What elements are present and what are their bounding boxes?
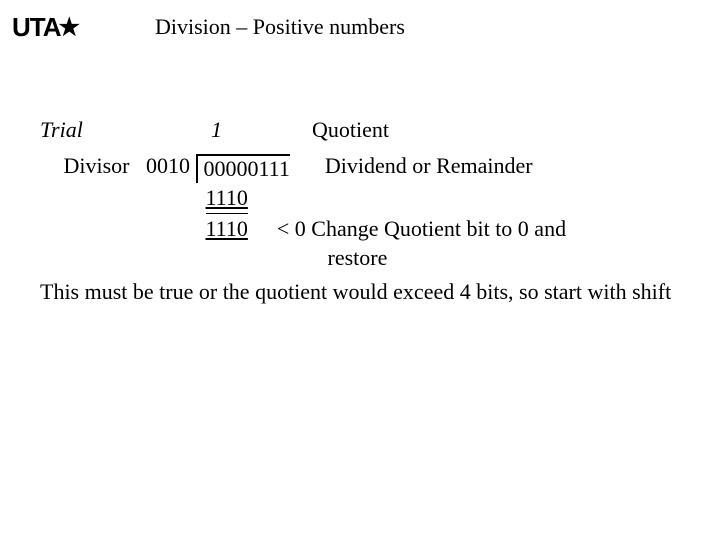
logo-text: UTA [12, 12, 61, 42]
quotient-row: Trial 1 Quotient [40, 115, 680, 145]
trial-label: Trial [40, 115, 100, 145]
slide-title: Division – Positive numbers [155, 14, 405, 40]
result-row: 1110 < 0 Change Quotient bit to 0 and [40, 213, 680, 244]
quotient-one: 1 [211, 115, 241, 145]
result-comment-a: < 0 Change Quotient bit to 0 and [277, 216, 566, 241]
divisor-value: 0010 [146, 153, 190, 178]
quotient-label: Quotient [312, 117, 389, 142]
result-comment-b: restore [328, 245, 388, 270]
subtrahend-value: 1110 [206, 185, 248, 210]
slide-content: Trial 1 Quotient Divisor 0010 00000111 D… [40, 115, 680, 307]
dividend-label: Dividend or Remainder [325, 153, 533, 178]
division-bracket-icon: 00000111 [196, 154, 290, 183]
logo-star-icon: ★ [59, 13, 80, 42]
result-value: 1110 [206, 213, 248, 244]
uta-logo: UTA★ [12, 12, 79, 43]
divisor-label: Divisor [64, 153, 130, 178]
result-row-cont: restore [40, 243, 680, 273]
subtrahend-row: 1110 [40, 183, 680, 213]
divisor-dividend-row: Divisor 0010 00000111 Dividend or Remain… [40, 151, 680, 183]
footnote: This must be true or the quotient would … [40, 277, 680, 307]
dividend-value: 00000111 [204, 156, 290, 181]
